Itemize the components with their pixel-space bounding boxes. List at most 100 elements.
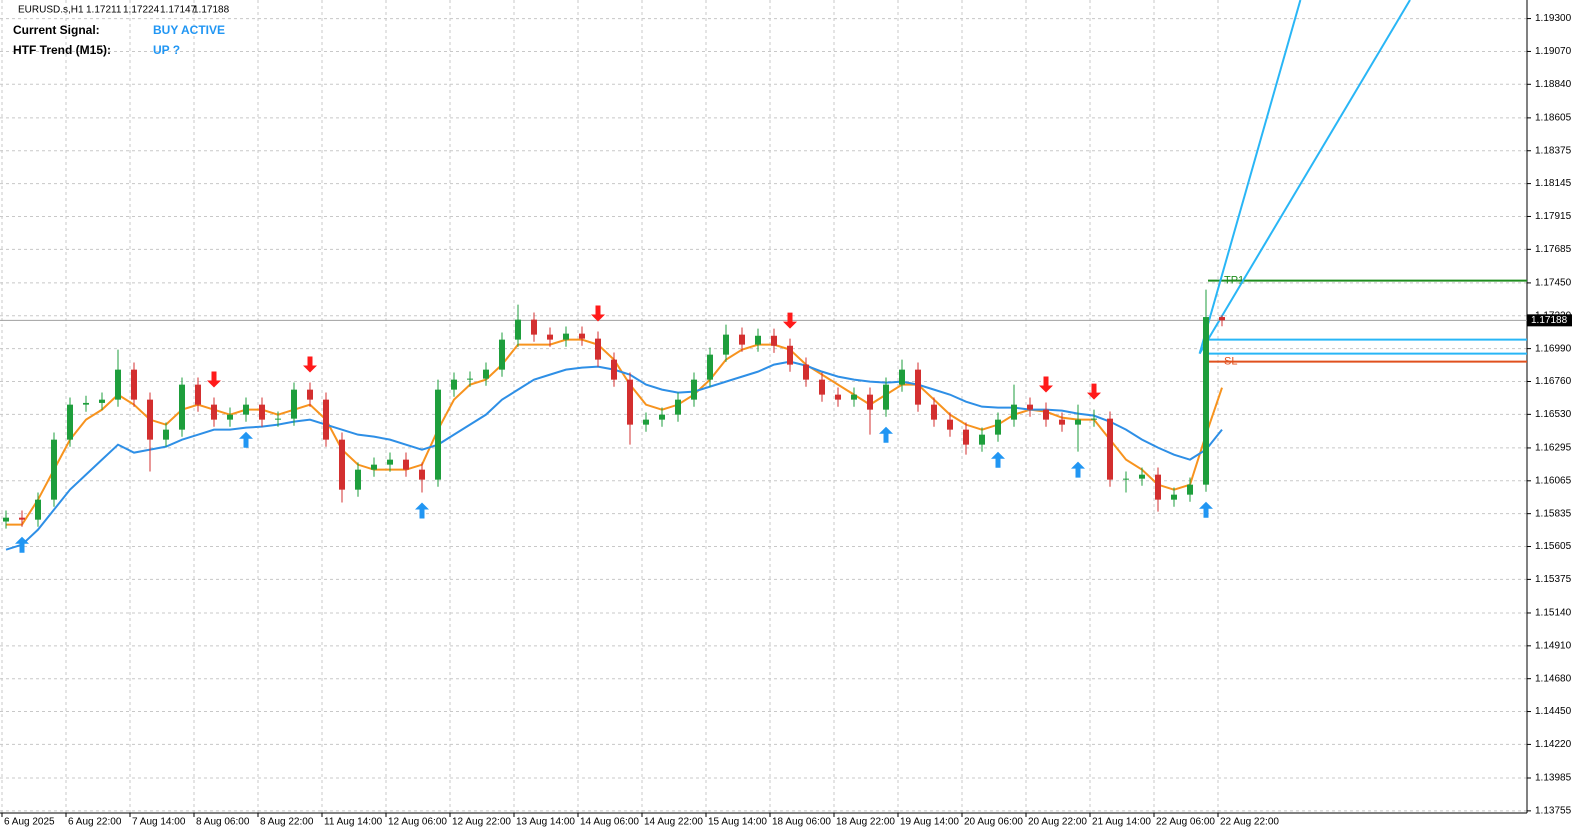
x-tick-label: 21 Aug 14:00 [1092, 817, 1151, 828]
candle-body [211, 404, 217, 420]
y-tick-label: 1.15140 [1535, 608, 1572, 619]
candle-body [339, 439, 345, 490]
y-tick-label: 1.16295 [1535, 443, 1572, 454]
candle-body [1139, 474, 1145, 479]
candle-body [1011, 404, 1017, 420]
candle-body [323, 399, 329, 440]
candle-body [1027, 404, 1033, 410]
price-tag [1527, 314, 1572, 327]
candle-body [835, 394, 841, 400]
candle-body [787, 345, 793, 365]
level-label: SL [1224, 356, 1237, 368]
ohlc-low: 1.17147 [160, 5, 197, 16]
candle-body [483, 369, 489, 379]
x-tick-label: 13 Aug 14:00 [516, 817, 575, 828]
y-tick-label: 1.14680 [1535, 673, 1572, 684]
buy-arrow [415, 502, 429, 519]
candle-body [419, 469, 425, 480]
y-tick-label: 1.17450 [1535, 278, 1572, 289]
y-tick-label: 1.18605 [1535, 113, 1572, 124]
candle-body [99, 399, 105, 403]
x-tick-label: 18 Aug 22:00 [836, 817, 895, 828]
candle-body [259, 404, 265, 420]
candle-body [1107, 418, 1113, 480]
candle-body [723, 334, 729, 355]
candle-body [659, 414, 665, 420]
candle-body [371, 464, 377, 470]
candle-body [467, 378, 473, 380]
candle-body [963, 429, 969, 445]
panel-value: UP ? [153, 43, 180, 57]
x-tick-label: 18 Aug 06:00 [772, 817, 831, 828]
candle-body [851, 394, 857, 400]
trendline [1198, 0, 1302, 354]
y-tick-label: 1.14910 [1535, 640, 1572, 651]
candle-body [915, 369, 921, 405]
buy-arrow [991, 451, 1005, 468]
candle-body [83, 402, 89, 405]
y-tick-label: 1.19300 [1535, 13, 1572, 24]
sell-arrow [207, 371, 221, 388]
candle-body [803, 364, 809, 380]
candle-body [387, 459, 393, 465]
candle-body [3, 517, 9, 522]
buy-arrow [239, 431, 253, 448]
candle-body [51, 439, 57, 500]
candle-body [179, 384, 185, 430]
buy-arrow [879, 426, 893, 443]
candle-body [499, 339, 505, 370]
y-tick-label: 1.15835 [1535, 508, 1572, 519]
candle-body [147, 399, 153, 440]
x-tick-label: 12 Aug 06:00 [388, 817, 447, 828]
candle-body [515, 319, 521, 340]
x-tick-label: 12 Aug 22:00 [452, 817, 511, 828]
candle-body [403, 459, 409, 470]
y-tick-label: 1.14450 [1535, 706, 1572, 717]
candle-body [675, 399, 681, 415]
buy-arrow [1071, 461, 1085, 478]
candle-body [243, 404, 249, 415]
x-tick-label: 7 Aug 14:00 [132, 817, 186, 828]
candle-body [435, 389, 441, 480]
y-tick-label: 1.15375 [1535, 574, 1572, 585]
candle-body [691, 379, 697, 400]
y-tick-label: 1.18840 [1535, 79, 1572, 90]
buy-arrow [15, 536, 29, 553]
x-tick-label: 22 Aug 22:00 [1220, 817, 1279, 828]
x-tick-label: 14 Aug 06:00 [580, 817, 639, 828]
candle-body [115, 369, 121, 400]
candle-body [195, 384, 201, 405]
panel-label: Current Signal: [13, 23, 100, 37]
y-tick-label: 1.16990 [1535, 343, 1572, 354]
candle-body [547, 334, 553, 340]
panel-value: BUY ACTIVE [153, 23, 225, 37]
candle-body [1203, 317, 1209, 485]
y-tick-label: 1.14220 [1535, 739, 1572, 750]
sell-arrow [783, 312, 797, 329]
x-tick-label: 6 Aug 2025 [4, 817, 55, 828]
candle-body [1219, 317, 1225, 321]
candle-body [899, 369, 905, 385]
y-tick-label: 1.17915 [1535, 211, 1572, 222]
candle-body [531, 319, 537, 335]
trendline [1198, 0, 1411, 355]
panel-label: HTF Trend (M15): [13, 43, 111, 57]
x-tick-label: 11 Aug 14:00 [324, 817, 383, 828]
ohlc-high: 1.17224 [123, 5, 160, 16]
sell-arrow [303, 356, 317, 373]
candle-body [1043, 409, 1049, 420]
ohlc-close: 1.17188 [193, 5, 230, 16]
x-tick-label: 22 Aug 06:00 [1156, 817, 1215, 828]
candle-body [1155, 474, 1161, 500]
candle-body [19, 517, 25, 520]
candle-body [1123, 478, 1129, 480]
candle-body [451, 379, 457, 390]
candle-body [883, 384, 889, 410]
candle-body [867, 394, 873, 410]
candle-body [707, 354, 713, 380]
x-tick-label: 14 Aug 22:00 [644, 817, 703, 828]
candle-body [643, 419, 649, 425]
candle-body [755, 335, 761, 345]
y-tick-label: 1.18145 [1535, 178, 1572, 189]
candle-body [1091, 418, 1097, 420]
